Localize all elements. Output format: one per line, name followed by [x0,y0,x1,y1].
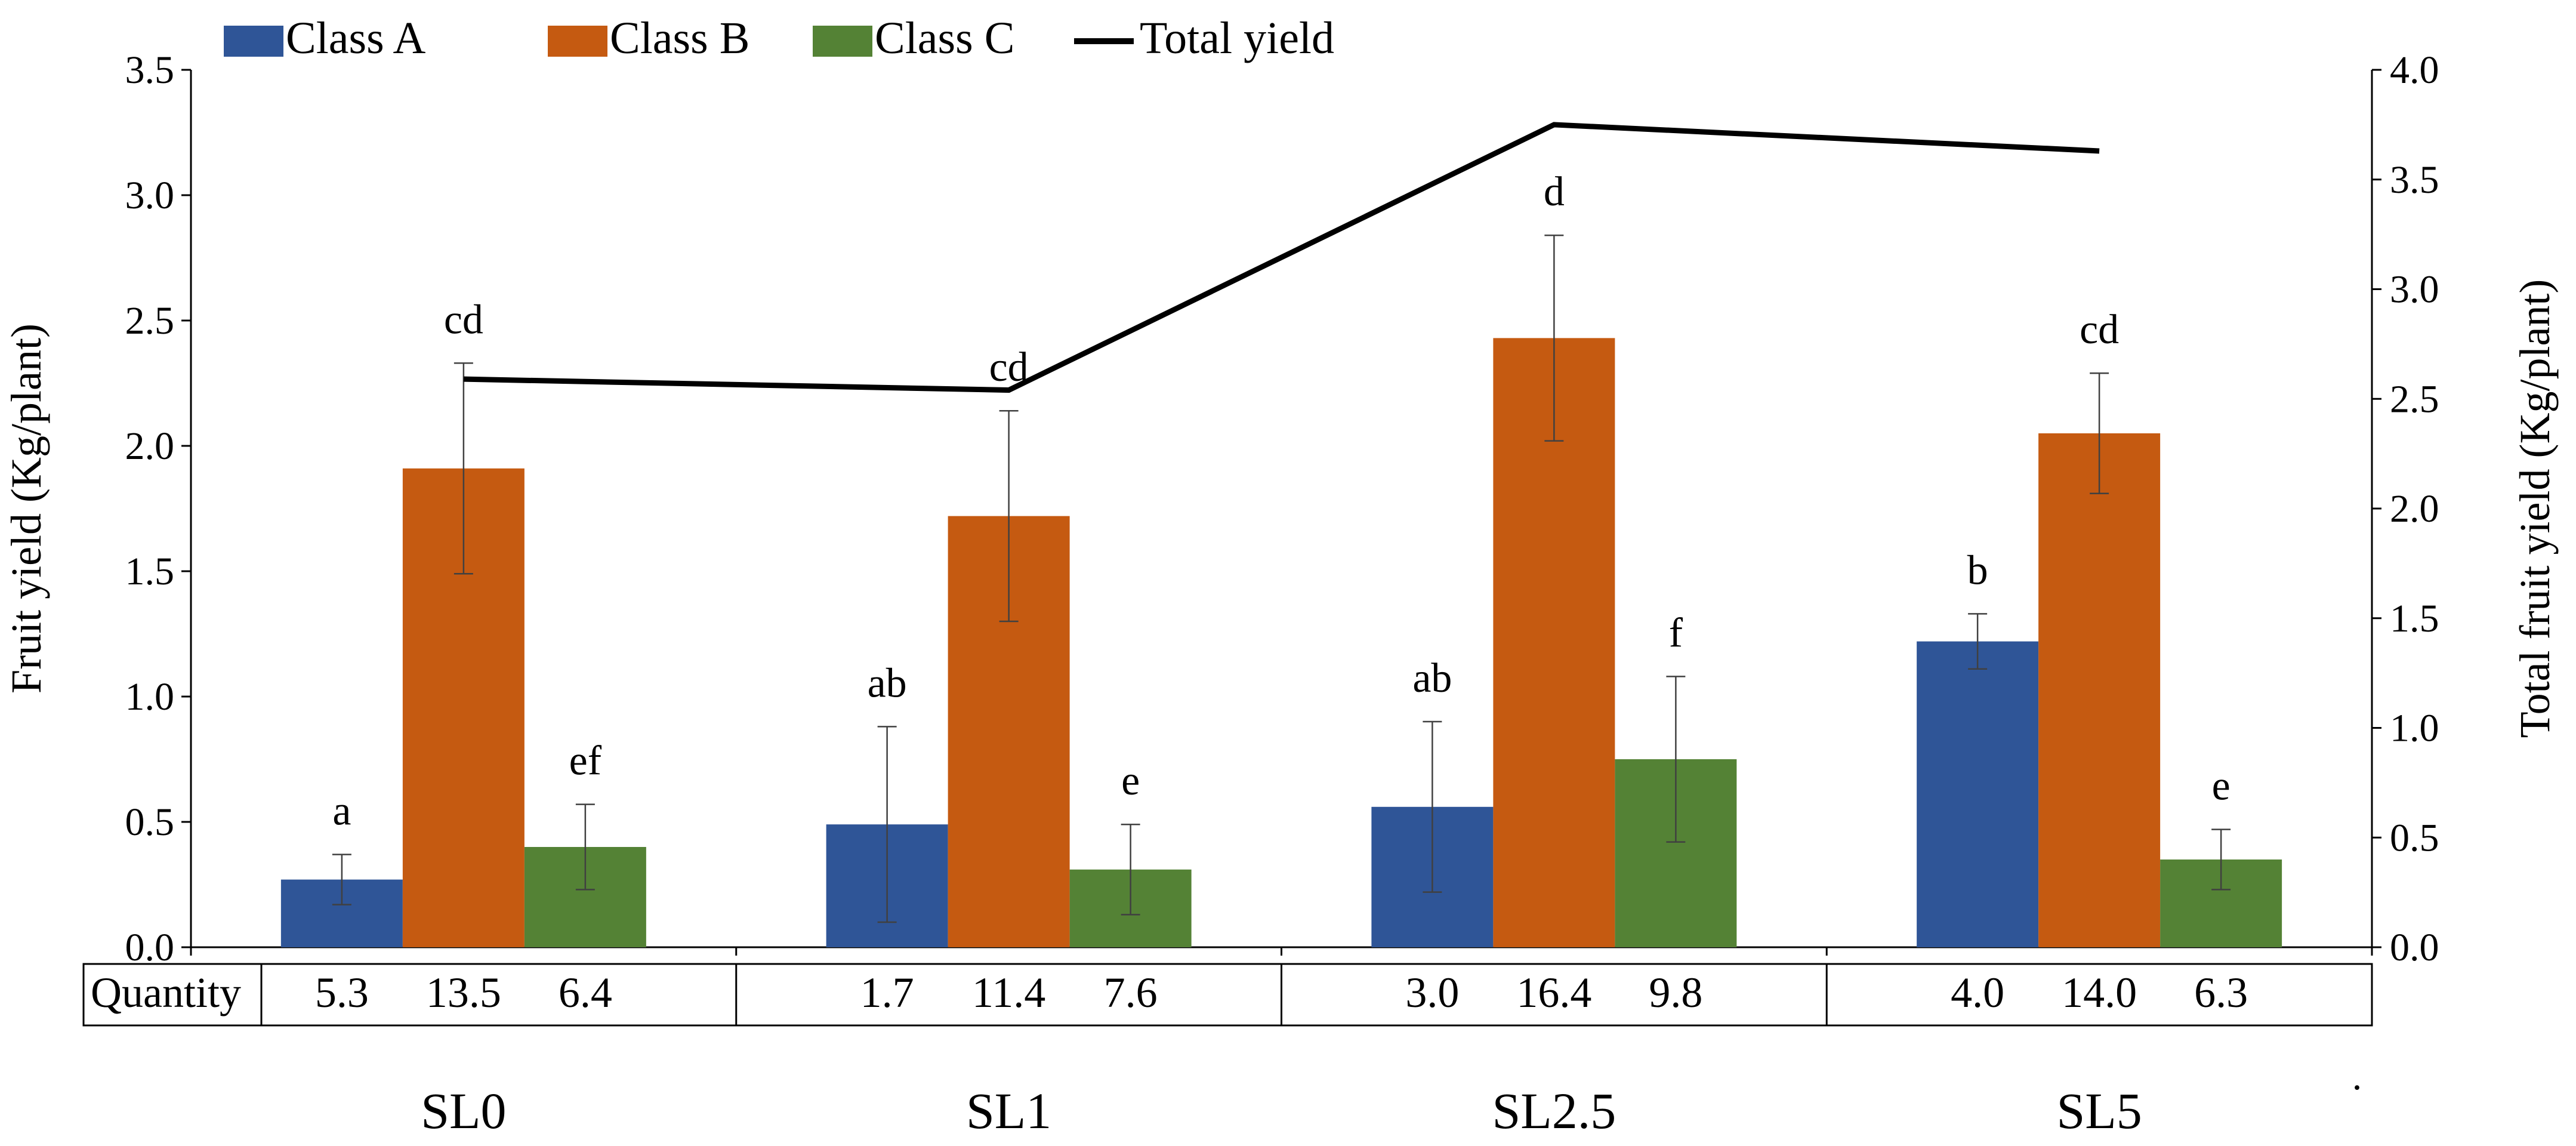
y2-axis-title: Total fruit yield (Kg/plant) [2511,279,2559,738]
significance-letter: cd [444,297,483,343]
significance-letter: ef [569,738,602,784]
table-cell: 4.0 [1951,969,2004,1016]
y2-tick-label: 4.0 [2390,48,2439,92]
y2-tick-label: 0.5 [2390,816,2439,860]
y-tick-label: 2.0 [125,424,175,468]
legend-label: Class C [875,13,1014,63]
total-yield-line [463,122,2100,393]
significance-letter: e [2212,763,2231,809]
y-tick-label: 0.0 [125,926,175,969]
y-tick-label: 1.5 [125,550,175,593]
quantity-table: Quantity 5.3 13.5 6.4 1.7 11.4 7.6 3.0 16.4 9.8 4.… [82,963,2373,1139]
table-cell: 3.0 [1405,969,1459,1016]
y-tick-label: 2.5 [125,299,175,343]
total-yield-line-group [463,122,2100,393]
significance-letter: cd [2080,307,2119,353]
table-border [82,963,2373,1027]
table-cell: 1.7 [860,969,914,1016]
y2-tick-label: 2.5 [2390,377,2439,421]
footnote-dot: . [2352,1055,2362,1098]
y2-tick-label: 0.0 [2390,926,2439,969]
y2-tick-label: 2.0 [2390,487,2439,531]
table-cell: 7.6 [1104,969,1158,1016]
y-tick-label: 0.5 [125,800,175,844]
y-tick-label: 3.0 [125,174,175,217]
table-cell: 16.4 [1516,969,1591,1016]
category-label: SL0 [421,1082,506,1139]
legend-swatch-class-a [224,26,283,57]
y2-tick-label: 3.0 [2390,268,2439,312]
y2-tick-label: 3.5 [2390,158,2439,202]
y-tick-label: 3.5 [125,48,175,92]
y2-tick-label: 1.5 [2390,597,2439,640]
table-cell: 5.3 [315,969,369,1016]
legend: Class A Class B Class C Total yield [224,13,1334,63]
category-label: SL1 [966,1082,1051,1139]
y-tick-label: 1.0 [125,675,175,719]
y2-tick-label: 1.0 [2390,707,2439,750]
legend-label: Class B [610,13,749,63]
bar-class-b [2038,433,2161,947]
significance-letter: d [1544,169,1565,215]
table-cell: 14.0 [2062,969,2137,1016]
table-cell: 9.8 [1649,969,1702,1016]
legend-swatch-class-c [813,26,872,57]
category-label: SL2.5 [1492,1082,1616,1139]
table-cell: 13.5 [426,969,501,1016]
significance-letter: f [1669,610,1683,656]
axes: 0.0 0.5 1.0 1.5 2.0 2.5 3.0 3.5 0.0 0.5 1.0 1.5 2.0 2… [125,48,2439,969]
table-cell: 6.3 [2194,969,2248,1016]
category-label: SL5 [2056,1082,2142,1139]
significance-letter: a [332,788,351,834]
table-row-label: Quantity [91,969,241,1016]
legend-swatch-class-b [548,26,607,57]
significance-letter: ab [1412,655,1452,701]
significance-letter: b [1967,547,1988,593]
bar-class-a [1917,641,2039,947]
significance-letter: e [1121,758,1140,804]
legend-label: Total yield [1140,13,1334,63]
legend-label: Class A [286,13,425,63]
significance-letter: ab [868,660,907,706]
y-axis-title: Fruit yield (Kg/plant) [2,324,50,694]
table-cell: 6.4 [559,969,612,1016]
table-cell: 11.4 [972,969,1045,1016]
